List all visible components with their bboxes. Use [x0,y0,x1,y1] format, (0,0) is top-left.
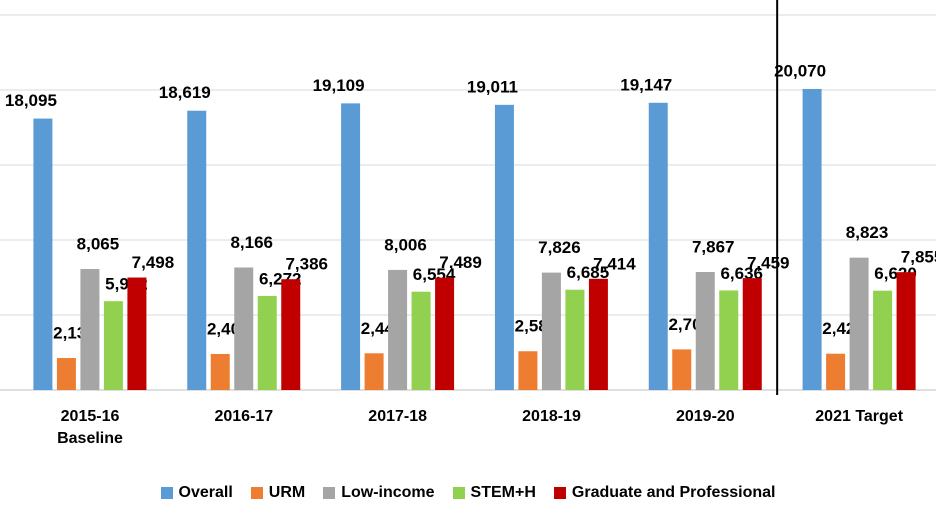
legend-label: STEM+H [470,484,536,501]
data-label: 20,070 [774,61,826,80]
legend-swatch [160,487,173,499]
bar [281,279,301,390]
data-label: 7,459 [747,254,790,273]
bar [103,301,123,390]
bar [234,267,254,390]
data-label: 7,386 [285,255,328,274]
bar [849,257,869,390]
data-label: 8,065 [77,235,120,254]
data-label: 18,095 [5,91,57,110]
data-label: 19,147 [620,75,672,94]
bar [588,278,608,390]
bar [873,290,893,390]
bar [411,291,431,390]
data-label: 8,166 [230,233,273,252]
data-label: 8,006 [384,235,427,254]
x-tick-label: 2021 Target [815,408,904,425]
bar [257,295,277,390]
bar [541,272,561,390]
legend: Overall URM Low-income STEM+H Graduate and P… [0,484,936,502]
data-label: 7,826 [538,238,581,257]
bar [127,277,147,390]
bar [742,278,762,390]
data-label: 7,414 [593,254,636,273]
data-label: 7,867 [692,237,735,256]
legend-item: Graduate and Professional [553,484,776,502]
legend-swatch [250,487,263,499]
legend-item: Low-income [323,484,435,502]
bar [826,353,846,390]
bar [494,104,514,391]
legend-label: URM [268,484,306,501]
bar [341,103,361,391]
data-label: 7,498 [132,253,175,272]
bar [388,269,408,390]
bar [33,118,53,390]
bar [565,289,585,390]
x-tick-label: 2017-18 [368,408,428,425]
data-label: 18,619 [159,83,211,102]
x-tick-label: 2018-19 [522,408,581,425]
legend-swatch [452,487,465,499]
legend-label: Graduate and Professional [571,484,776,501]
data-label: 19,011 [467,77,518,96]
bar [896,272,916,390]
legend-item: URM [250,484,306,502]
legend-swatch [323,487,336,499]
bar [802,88,822,390]
legend-item: STEM+H [452,484,536,502]
bar [80,269,100,390]
bar [435,277,455,390]
bar [695,271,715,390]
bar [672,349,692,390]
bar [364,353,384,390]
legend-item: Overall [160,484,233,502]
bar [719,290,739,390]
bar [518,351,538,390]
x-tick-label: 2019-20 [675,408,735,425]
legend-swatch [553,487,566,499]
data-label: 7,855 [901,248,936,267]
legend-label: Low-income [341,484,435,501]
x-tick-label: 2015-16 Baseline [57,408,123,447]
bar [210,353,230,390]
data-label: 19,109 [313,76,365,95]
data-label: 6,685 [567,263,610,282]
data-label: 8,823 [846,223,889,242]
bar [56,358,76,390]
x-tick-label: 2016-17 [214,408,274,425]
bar [648,102,668,391]
bar [187,110,207,390]
data-label: 7,489 [439,253,482,272]
legend-label: Overall [178,484,233,501]
